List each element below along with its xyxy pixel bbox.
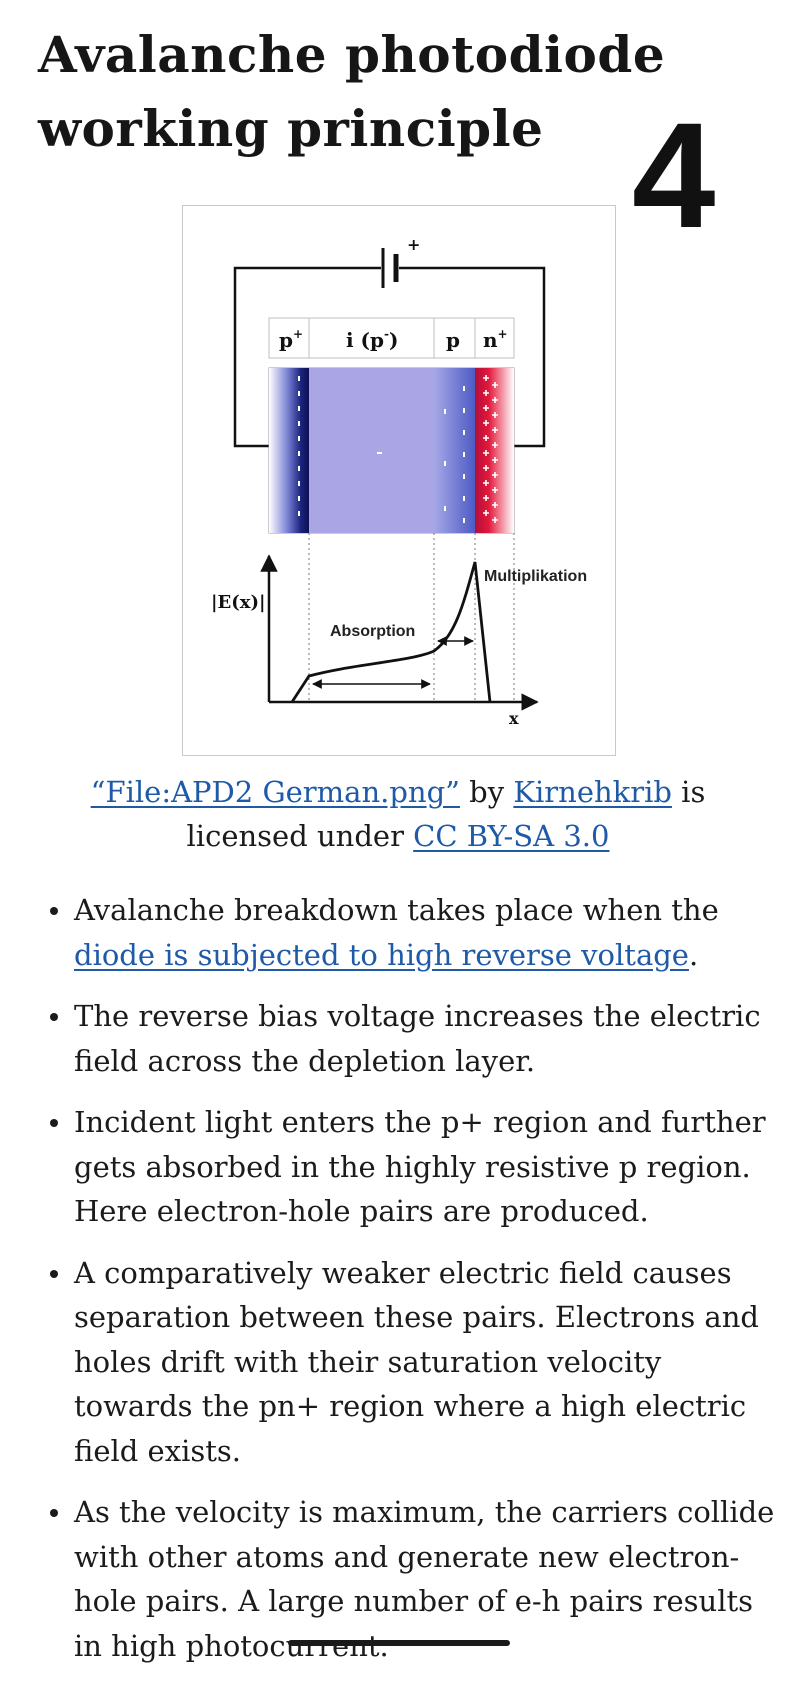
bullet-item: The reverse bias voltage increases the e… bbox=[0, 994, 796, 1083]
apd-diagram: + p+ i (p-) p n+ bbox=[211, 235, 587, 728]
semiconductor-body bbox=[268, 367, 515, 534]
principle-bullet-list: Avalanche breakdown takes place when the… bbox=[0, 888, 796, 1685]
bullet-dot bbox=[50, 907, 58, 915]
p-region bbox=[434, 368, 475, 533]
bullet-text: As the velocity is maximum, the carriers… bbox=[74, 1495, 775, 1663]
home-indicator[interactable] bbox=[288, 1640, 510, 1646]
caption-licensed-under: is licensed under bbox=[186, 775, 706, 853]
image-attribution: “File:APD2 German.png” by Kirnehkrib is … bbox=[30, 770, 766, 858]
slide-number: 4 bbox=[632, 91, 716, 259]
bullet-dot bbox=[50, 1269, 58, 1278]
field-axis-label: |E(x)| bbox=[211, 592, 266, 613]
battery-symbol bbox=[381, 248, 399, 288]
bullet-dot bbox=[50, 1119, 58, 1127]
bullet-text: Incident light enters the p+ region and … bbox=[74, 1105, 766, 1228]
apd-diagram-figure: + p+ i (p-) p n+ bbox=[182, 205, 616, 756]
circuit-wire bbox=[233, 266, 546, 448]
license-link[interactable]: CC BY-SA 3.0 bbox=[413, 819, 610, 853]
bullet-item: A comparatively weaker electric field ca… bbox=[0, 1251, 796, 1474]
bullet-item: Incident light enters the p+ region and … bbox=[0, 1100, 796, 1234]
p-region-charges bbox=[444, 386, 465, 523]
author-link[interactable]: Kirnehkrib bbox=[513, 775, 672, 809]
bullet-text: Avalanche breakdown takes place when the bbox=[74, 893, 719, 927]
page-title: Avalanche photodiode working principle bbox=[38, 25, 666, 158]
x-axis-label: x bbox=[509, 709, 519, 728]
region-guide-lines bbox=[308, 533, 515, 701]
absorption-label: Absorption bbox=[330, 623, 415, 640]
region-label-row bbox=[268, 317, 515, 359]
bullet-item: Avalanche breakdown takes place when the… bbox=[0, 888, 796, 977]
n-plus-charges bbox=[483, 375, 498, 523]
bullet-text: A comparatively weaker electric field ca… bbox=[74, 1255, 759, 1468]
region-label-n-plus: n+ bbox=[483, 327, 508, 352]
file-link[interactable]: “File:APD2 German.png” bbox=[90, 775, 460, 809]
field-plot-axes bbox=[260, 554, 539, 711]
bullet-dot bbox=[50, 1013, 58, 1021]
region-label-p-plus: p+ bbox=[279, 327, 303, 352]
n-plus-region bbox=[475, 368, 514, 533]
intrinsic-region bbox=[309, 368, 434, 533]
battery-plus-label: + bbox=[407, 235, 420, 254]
multiplication-label: Multiplikation bbox=[484, 568, 587, 585]
region-label-intrinsic: i (p-) bbox=[346, 327, 398, 352]
caption-by: by bbox=[459, 775, 514, 809]
reverse-voltage-link[interactable]: diode is subjected to high reverse volta… bbox=[74, 937, 689, 972]
bullet-text-end: . bbox=[688, 937, 699, 972]
p-plus-region bbox=[269, 368, 309, 533]
bullet-text: The reverse bias voltage increases the e… bbox=[74, 999, 761, 1078]
field-curve bbox=[290, 561, 492, 703]
region-label-p: p bbox=[446, 328, 460, 352]
bullet-dot bbox=[50, 1509, 58, 1517]
